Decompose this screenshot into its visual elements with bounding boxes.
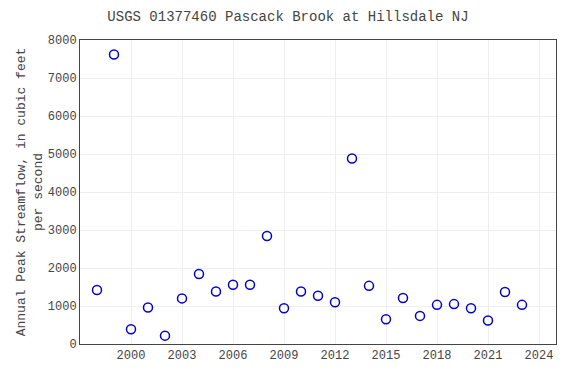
svg-text:USGS 01377460 Pascack Brook at: USGS 01377460 Pascack Brook at Hillsdale…	[107, 9, 468, 25]
svg-text:2003: 2003	[168, 349, 197, 363]
svg-text:4000: 4000	[48, 186, 77, 200]
svg-text:6000: 6000	[48, 110, 77, 124]
svg-text:2012: 2012	[321, 349, 350, 363]
svg-text:3000: 3000	[48, 224, 77, 238]
svg-text:2018: 2018	[423, 349, 452, 363]
svg-text:8000: 8000	[48, 34, 77, 48]
svg-text:5000: 5000	[48, 148, 77, 162]
svg-text:Annual Peak Streamflow, in cub: Annual Peak Streamflow, in cubic feetper…	[14, 48, 46, 337]
svg-text:1000: 1000	[48, 300, 77, 314]
svg-text:2000: 2000	[48, 262, 77, 276]
svg-text:2000: 2000	[117, 349, 146, 363]
svg-text:2024: 2024	[525, 349, 554, 363]
svg-text:0: 0	[69, 338, 76, 352]
svg-text:2015: 2015	[372, 349, 401, 363]
svg-text:2009: 2009	[270, 349, 299, 363]
svg-text:2021: 2021	[474, 349, 503, 363]
svg-text:7000: 7000	[48, 72, 77, 86]
svg-text:2006: 2006	[219, 349, 248, 363]
